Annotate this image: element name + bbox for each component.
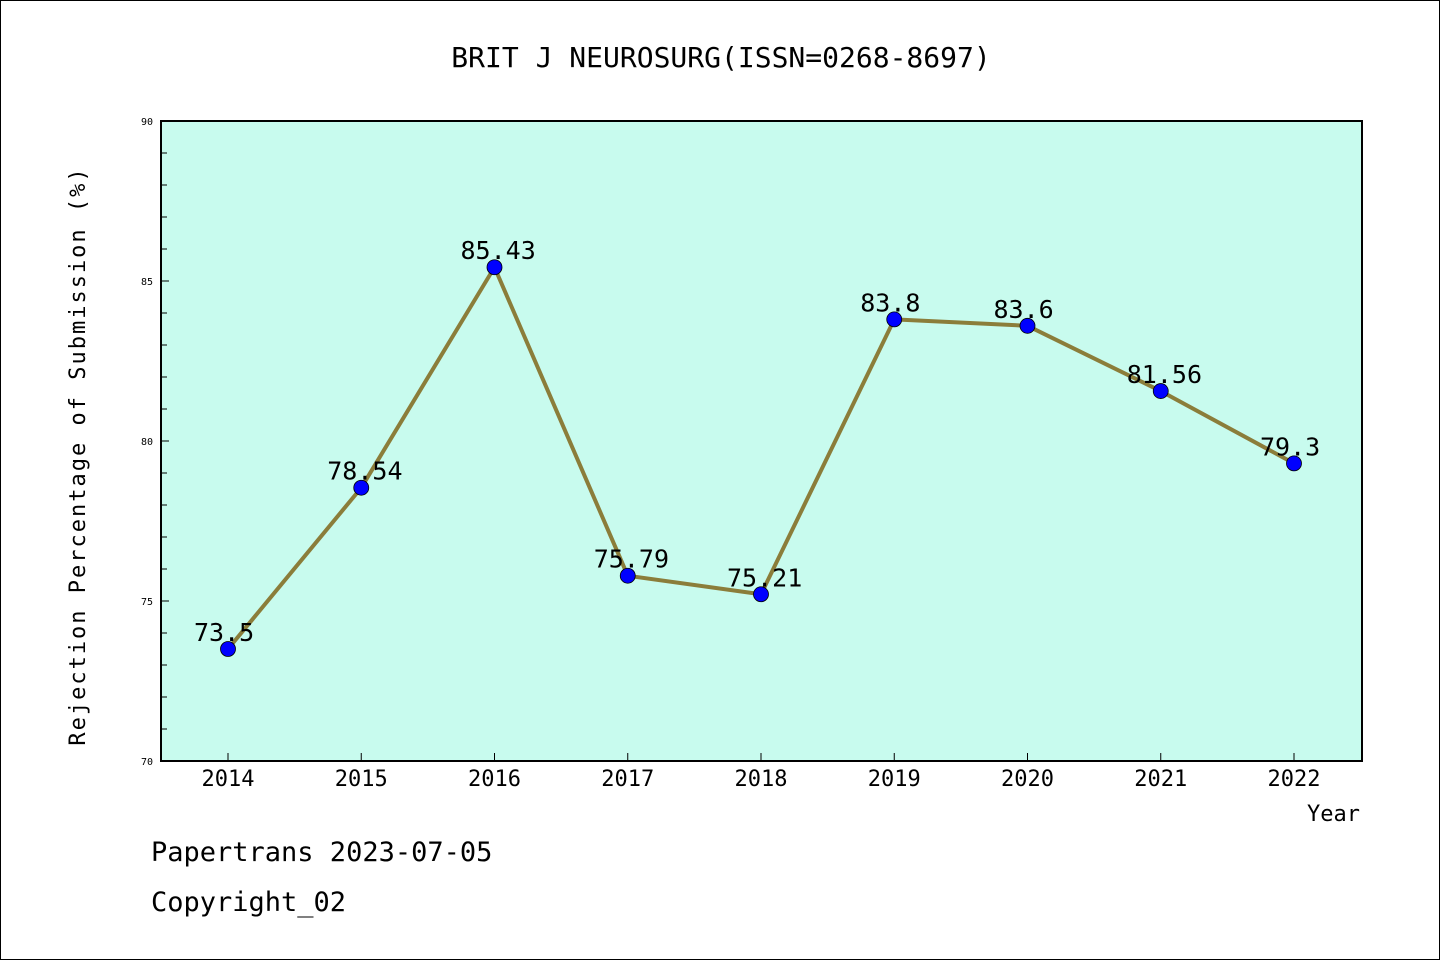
data-point bbox=[353, 479, 370, 496]
data-label: 75.21 bbox=[727, 563, 802, 592]
x-tick-label: 2017 bbox=[601, 767, 654, 792]
data-label: 75.79 bbox=[594, 545, 669, 574]
x-tick-label: 2020 bbox=[1001, 767, 1054, 792]
x-tick-label: 2015 bbox=[335, 767, 388, 792]
data-labels: 73.5 78.54 85.43 75.79 75.21 83.8 83.6 81.56 79.… bbox=[194, 236, 1320, 647]
y-tick-label: 80 bbox=[141, 437, 153, 448]
data-point bbox=[753, 586, 769, 603]
x-tick-label: 2014 bbox=[202, 767, 255, 792]
data-point bbox=[486, 259, 503, 276]
data-label: 78.54 bbox=[327, 457, 402, 486]
data-point bbox=[886, 311, 903, 328]
data-point bbox=[619, 567, 636, 584]
data-label: 83.6 bbox=[994, 295, 1054, 324]
x-tick-label: 2022 bbox=[1268, 767, 1321, 792]
footer-copyright: Copyright_02 bbox=[151, 887, 347, 918]
chart-title: BRIT J NEUROSURG(ISSN=0268-8697) bbox=[451, 41, 990, 74]
x-axis: 2014 2015 2016 2017 2018 2019 2020 2021 2022 bbox=[202, 753, 1321, 792]
data-label: 79.3 bbox=[1260, 432, 1320, 461]
data-label: 85.43 bbox=[461, 236, 536, 265]
footer-date: Papertrans 2023-07-05 bbox=[151, 837, 493, 868]
y-tick-label: 70 bbox=[141, 757, 153, 768]
data-point bbox=[1286, 455, 1302, 472]
data-label: 83.8 bbox=[860, 288, 920, 317]
y-tick-label: 85 bbox=[141, 277, 153, 288]
y-axis-label: Rejection Percentage of Submission (%) bbox=[66, 166, 91, 745]
series-group bbox=[220, 259, 1302, 657]
data-label: 73.5 bbox=[194, 618, 254, 647]
x-axis-label: Year bbox=[1307, 802, 1360, 827]
y-tick-label: 75 bbox=[141, 597, 153, 608]
data-point bbox=[1019, 317, 1036, 334]
x-tick-label: 2021 bbox=[1134, 767, 1187, 792]
plot-area bbox=[160, 120, 1363, 762]
data-point bbox=[220, 641, 236, 657]
x-tick-label: 2016 bbox=[468, 767, 521, 792]
x-tick-label: 2018 bbox=[735, 767, 788, 792]
data-label: 81.56 bbox=[1127, 360, 1202, 389]
x-tick-label: 2019 bbox=[868, 767, 921, 792]
y-tick-label: 90 bbox=[141, 117, 153, 128]
y-axis: 70 75 80 85 90 bbox=[141, 117, 169, 768]
data-point bbox=[1152, 383, 1169, 399]
